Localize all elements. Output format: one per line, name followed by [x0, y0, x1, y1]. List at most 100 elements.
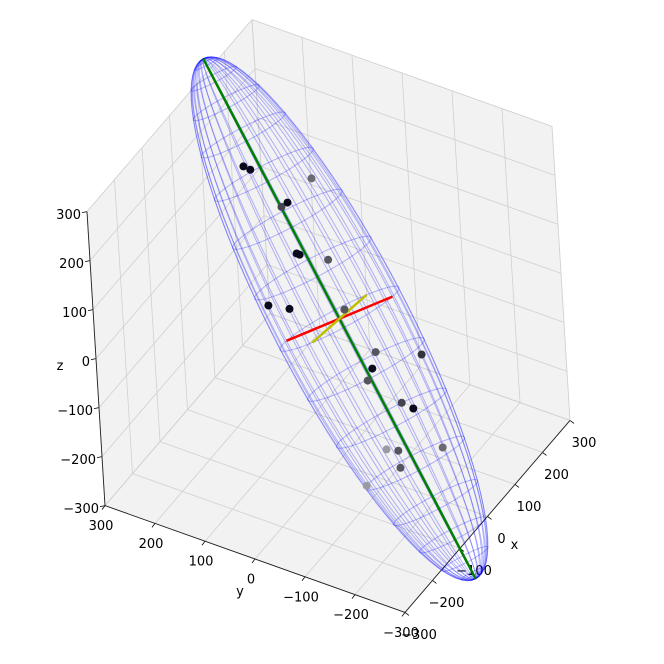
meridian	[203, 58, 479, 580]
grid-line	[89, 68, 256, 261]
principal-axis	[311, 293, 368, 344]
z-tick-label: −300	[63, 502, 99, 517]
tick-mark	[81, 211, 88, 213]
meridian	[203, 57, 480, 580]
point	[363, 376, 372, 385]
point	[382, 445, 391, 454]
x-tick-label: 300	[572, 436, 597, 451]
x-tick-label: 100	[517, 500, 542, 515]
meridian	[203, 57, 478, 579]
point	[397, 398, 406, 407]
parallel	[254, 235, 372, 301]
x-tick-label: 0	[497, 532, 505, 547]
tick-mark	[514, 484, 520, 488]
tick-mark	[542, 452, 547, 456]
grid-line	[104, 313, 271, 506]
grid-line	[86, 19, 253, 212]
z-tick-label: 0	[82, 355, 90, 370]
point	[246, 165, 255, 174]
meridian	[203, 56, 489, 580]
meridian	[190, 58, 476, 581]
tick-mark	[90, 358, 97, 360]
tick-mark	[487, 516, 492, 520]
meridian	[191, 58, 476, 582]
grid-line	[101, 264, 268, 457]
meridian	[203, 56, 485, 580]
grid-line	[98, 215, 265, 408]
x-axis-label: x	[511, 538, 519, 553]
grid-line	[304, 384, 471, 578]
z-tick-label: 200	[59, 257, 84, 272]
grid-line	[263, 215, 565, 323]
grid-line	[204, 348, 371, 542]
meridian	[190, 58, 476, 582]
point	[394, 446, 403, 455]
tick-mark	[404, 612, 410, 616]
parallel	[232, 188, 343, 250]
meridian	[203, 57, 488, 580]
y-tick-label: −200	[333, 608, 369, 623]
point	[285, 304, 294, 313]
y-tick-label: 200	[139, 537, 164, 552]
point	[417, 350, 426, 359]
point	[264, 301, 273, 310]
point	[307, 174, 316, 183]
tick-mark	[99, 505, 106, 507]
z-tick-label: −100	[57, 404, 93, 419]
z-tick-label: 100	[62, 306, 87, 321]
meridian	[203, 56, 487, 580]
parallel	[213, 146, 314, 202]
point	[283, 198, 292, 207]
y-tick-label: 0	[247, 573, 255, 588]
y-tick-label: 300	[89, 519, 114, 534]
meridian	[203, 56, 489, 580]
point	[239, 162, 248, 171]
y-axis-label: y	[236, 585, 244, 600]
tick-mark	[201, 540, 206, 546]
point	[324, 255, 333, 264]
point	[277, 202, 286, 211]
parallel	[365, 435, 466, 491]
z-tick-label: 300	[56, 208, 81, 223]
grid-line	[154, 331, 321, 524]
grid-line	[92, 117, 259, 310]
grid-line	[266, 264, 568, 372]
tick-mark	[101, 505, 106, 510]
meridian	[199, 58, 476, 581]
meridian	[203, 58, 482, 580]
meridian	[203, 57, 477, 579]
x-axis-line	[404, 420, 571, 613]
grid-line	[254, 366, 421, 560]
point	[438, 443, 447, 452]
tick-mark	[569, 420, 575, 424]
parallel	[336, 387, 447, 449]
meridian	[201, 58, 476, 581]
meridian	[203, 58, 477, 580]
tick-mark	[401, 612, 406, 617]
grid-line	[251, 19, 553, 127]
meridian	[203, 57, 484, 580]
point	[396, 463, 405, 472]
x-tick-label: 200	[544, 468, 569, 483]
tick-mark	[84, 260, 91, 262]
tick-mark	[351, 594, 356, 599]
point	[340, 305, 349, 314]
meridian	[197, 58, 476, 580]
point	[295, 250, 304, 259]
grid-line	[269, 313, 571, 421]
x-tick-label: −100	[456, 564, 492, 579]
meridian	[200, 58, 476, 580]
grid-line	[354, 402, 521, 595]
point	[362, 481, 371, 490]
z-axis-line	[86, 211, 106, 506]
y-tick-label: −100	[283, 590, 319, 605]
y-axis-line	[104, 505, 406, 613]
y-tick-label: −300	[383, 626, 419, 641]
tick-mark	[87, 309, 94, 311]
point	[371, 348, 380, 357]
tick-mark	[151, 523, 156, 528]
y-tick-label: 100	[189, 555, 214, 570]
grid-line	[254, 68, 556, 176]
grid-line	[260, 166, 562, 274]
